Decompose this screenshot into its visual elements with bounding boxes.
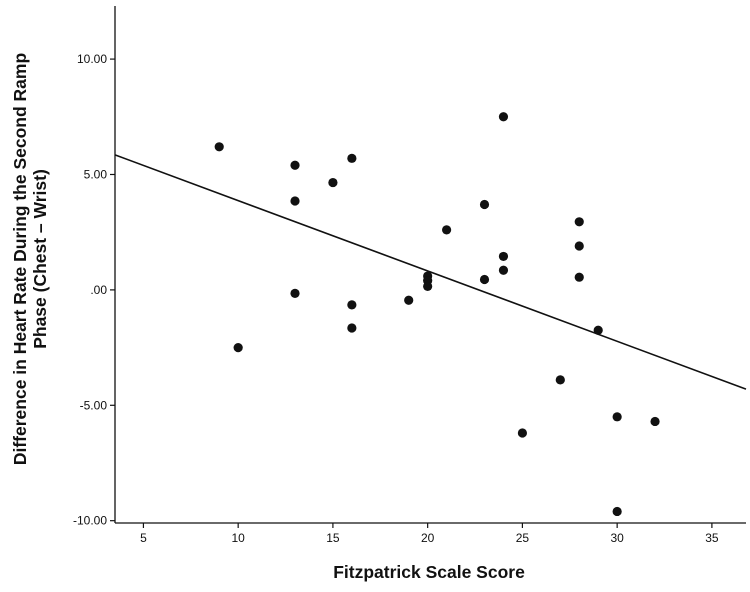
y-axis-title: Difference in Heart Rate During the Seco… xyxy=(10,53,50,465)
data-point xyxy=(214,142,224,152)
data-point xyxy=(347,300,357,310)
data-point xyxy=(574,241,584,251)
data-point xyxy=(479,199,490,210)
data-point xyxy=(498,251,509,262)
data-point xyxy=(404,295,414,305)
regression-line xyxy=(114,154,747,390)
y-axis-title-line-2: Phase (Chest – Wrist) xyxy=(30,169,50,349)
data-point xyxy=(290,288,300,298)
data-point xyxy=(612,412,622,422)
y-tick-label: -5.00 xyxy=(80,398,108,412)
y-tick-label: 10.00 xyxy=(77,52,107,66)
axes xyxy=(114,6,746,524)
data-point xyxy=(347,153,357,163)
data-point xyxy=(233,342,243,353)
data-point xyxy=(423,281,433,292)
x-tick-label: 25 xyxy=(516,531,530,545)
x-tick-label: 30 xyxy=(610,531,624,545)
x-tick-label: 15 xyxy=(326,531,340,545)
data-point xyxy=(593,325,603,335)
x-ticks: 5 10 15 20 25 30 35 xyxy=(140,523,719,545)
data-point xyxy=(347,323,357,333)
y-tick-label: 5.00 xyxy=(84,167,108,181)
data-point xyxy=(574,217,584,227)
data-point xyxy=(650,416,660,427)
x-tick-label: 20 xyxy=(421,531,435,545)
data-point xyxy=(517,428,528,438)
x-tick-label: 10 xyxy=(231,531,245,545)
x-tick-label: 35 xyxy=(705,531,719,545)
x-tick-label: 5 xyxy=(140,531,147,545)
data-point xyxy=(612,506,622,517)
data-point xyxy=(290,160,300,170)
y-axis-title-line-1: Difference in Heart Rate During the Seco… xyxy=(10,53,30,465)
data-point xyxy=(574,272,584,282)
data-point xyxy=(442,225,452,235)
data-point xyxy=(290,196,300,206)
data-point xyxy=(328,177,338,188)
x-axis-title: Fitzpatrick Scale Score xyxy=(333,562,525,582)
regression-line-group xyxy=(114,154,747,390)
data-point xyxy=(498,265,509,275)
data-point xyxy=(555,375,565,385)
data-point xyxy=(498,112,509,122)
y-tick-label: -10.00 xyxy=(73,514,107,528)
data-point xyxy=(479,274,490,285)
y-tick-label: .00 xyxy=(90,283,107,297)
y-ticks: 10.00 5.00 .00 -5.00 -10.00 xyxy=(73,52,115,528)
data-points xyxy=(214,112,660,517)
